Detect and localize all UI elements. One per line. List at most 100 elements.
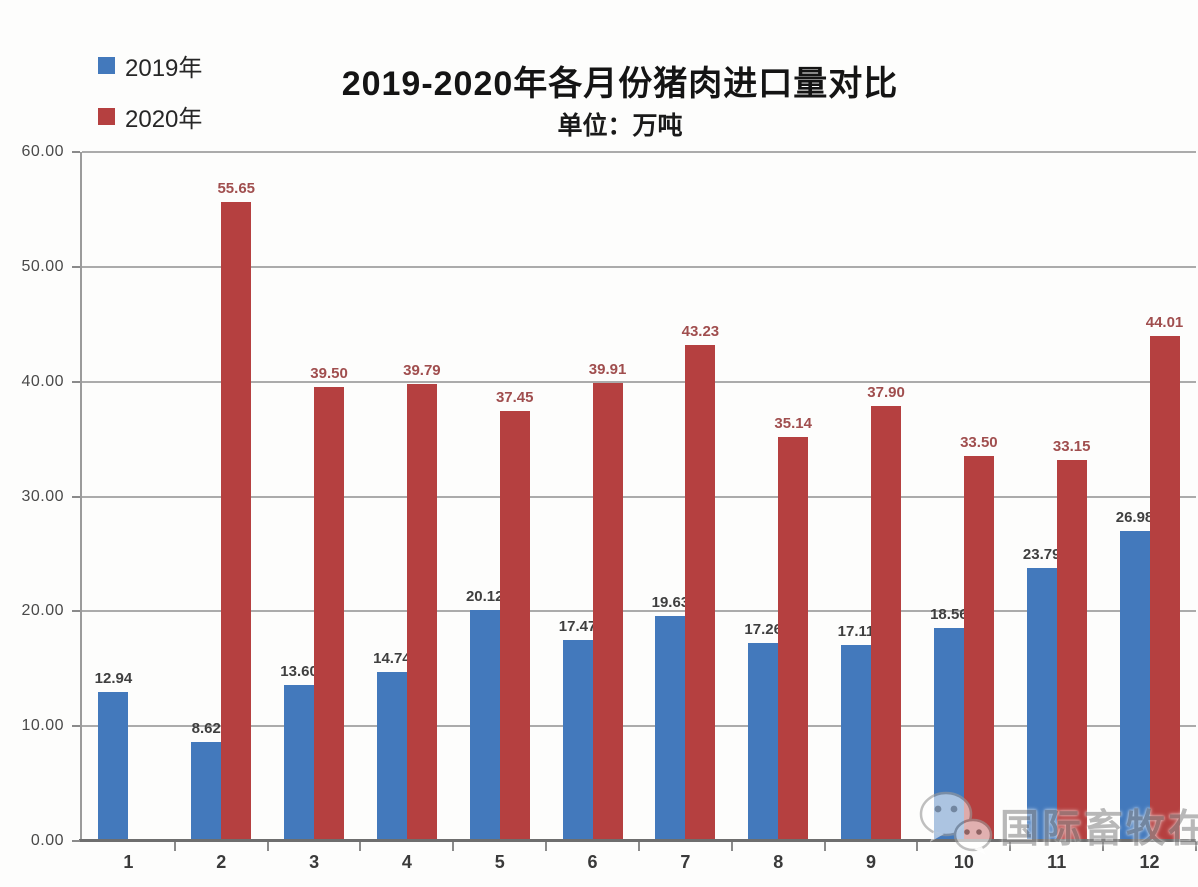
- x-tick-label-10: 10: [953, 852, 974, 872]
- y-axis-line: [80, 152, 82, 841]
- bar-group-month-11: 23.79 33.15 11: [1010, 152, 1105, 872]
- bar-2019年-month-10: 18.56: [930, 606, 968, 841]
- plot-area: 12.94 1 8.62 55.65 2 13.60 39.50 3 14.74 39.79 4 20…: [72, 151, 1197, 872]
- y-axis-tick: [72, 151, 80, 153]
- y-tick-label-0.00: 0.00: [30, 832, 64, 849]
- bar-value-label: 12.94: [94, 670, 133, 688]
- bar-2020年-month-9: 37.90: [867, 384, 905, 841]
- bar-value-label: 14.74: [373, 649, 411, 667]
- bar-value-label: 13.60: [280, 662, 318, 680]
- bar-value-label: 33.15: [1052, 438, 1091, 456]
- y-tick-label-20.00: 20.00: [21, 602, 64, 620]
- y-tick-label-10.00: 10.00: [21, 717, 64, 735]
- bar-group-month-7: 19.63 43.23 7: [639, 152, 733, 872]
- bar-group-month-5: 20.12 37.45 5: [453, 152, 548, 872]
- bar-2019年-month-2: 8.62: [191, 720, 222, 841]
- bar-2020年-month-4: 39.79: [403, 362, 441, 841]
- x-axis-tick: [1102, 842, 1105, 851]
- bar-value-label: 43.23: [681, 322, 720, 340]
- x-axis-tick: [1009, 842, 1012, 851]
- bar-value-label: 55.65: [217, 179, 256, 197]
- y-axis-tick: [72, 265, 80, 268]
- bar-group-month-2: 8.62 55.65 2: [175, 152, 269, 872]
- x-axis-tick: [452, 842, 455, 851]
- x-tick-label-5: 5: [494, 852, 505, 872]
- x-tick-label-4: 4: [401, 852, 412, 872]
- bar-value-label: 19.63: [651, 593, 690, 611]
- bar-2020年-month-11: 33.15: [1053, 438, 1090, 841]
- x-axis-tick: [173, 842, 176, 851]
- x-axis-tick: [1194, 842, 1197, 851]
- x-tick-label-6: 6: [587, 852, 598, 872]
- gridline-10.00: [82, 725, 1196, 728]
- bar-value-label: 39.91: [588, 360, 627, 378]
- bar-2019年-month-4: 14.74: [373, 650, 411, 841]
- x-tick-label-11: 11: [1047, 852, 1067, 872]
- y-tick-label-40.00: 40.00: [21, 372, 64, 390]
- bar-value-label: 35.14: [774, 415, 812, 433]
- legend-label-2020: 2020年: [125, 106, 203, 133]
- bar-group-month-9: 17.11 37.90 9: [825, 152, 919, 872]
- bar-value-label: 37.90: [867, 383, 905, 401]
- bar-value-label: 17.47: [558, 618, 597, 636]
- y-tick-label-50.00: 50.00: [21, 257, 64, 275]
- y-axis-tick: [72, 380, 80, 383]
- x-tick-label-3: 3: [309, 852, 320, 872]
- x-tick-label-12: 12: [1139, 852, 1160, 872]
- bar-2019年-month-12: 26.98: [1116, 509, 1153, 841]
- legend-label-2019: 2019年: [125, 55, 203, 82]
- legend-item-2020: 2020年: [98, 99, 202, 134]
- gridline-60.00: [82, 151, 1196, 153]
- bar-value-label: 44.01: [1145, 313, 1184, 331]
- x-axis-tick: [916, 842, 919, 851]
- x-axis-tick: [359, 842, 362, 851]
- legend-item-2019: 2019年: [98, 48, 202, 83]
- bar-value-label: 33.50: [960, 434, 998, 452]
- legend: 2019年 2020年: [98, 48, 202, 150]
- bar-2020年-month-12: 44.01: [1146, 314, 1183, 841]
- x-tick-label-2: 2: [216, 852, 227, 872]
- bar-value-label: 23.79: [1022, 545, 1061, 563]
- x-tick-label-9: 9: [866, 852, 877, 872]
- legend-swatch-2019: [98, 57, 115, 74]
- bar-value-label: 8.62: [191, 720, 221, 738]
- chart-subtitle: 单位：万吨: [557, 112, 683, 140]
- bar-group-month-4: 14.74 39.79 4: [360, 152, 455, 872]
- x-axis-tick: [823, 842, 826, 851]
- y-axis-labels: 60.00 50.00 40.00 30.00 20.00 10.00 0.00: [0, 143, 72, 849]
- bar-2019年-month-1: 12.94: [95, 670, 132, 841]
- bar-2020年-month-8: 35.14: [774, 415, 812, 841]
- x-tick-label-7: 7: [680, 852, 691, 872]
- x-axis-tick: [637, 842, 640, 851]
- bar-2020年-month-7: 43.23: [682, 323, 719, 841]
- bar-value-label: 20.12: [465, 587, 504, 605]
- x-axis-tick: [730, 842, 733, 851]
- legend-swatch-2020: [98, 108, 115, 125]
- bar-2019年-month-8: 17.26: [744, 621, 782, 841]
- bar-2020年-month-6: 39.91: [589, 361, 626, 841]
- bar-value-label: 39.50: [310, 365, 348, 383]
- gridline-40.00: [82, 380, 1196, 383]
- bar-2019年-month-11: 23.79: [1023, 546, 1060, 841]
- x-axis-tick: [266, 842, 269, 851]
- y-axis-tick: [72, 610, 80, 613]
- bar-value-label: 17.26: [744, 620, 782, 638]
- bar-2020年-month-3: 39.50: [310, 365, 348, 841]
- bar-2020年-month-2: 55.65: [217, 180, 255, 841]
- y-tick-label-60.00: 60.00: [21, 143, 64, 160]
- y-axis-tick: [72, 840, 80, 842]
- bar-2020年-month-10: 33.50: [960, 434, 998, 841]
- y-axis-tick: [72, 725, 80, 728]
- y-axis-tick: [72, 495, 80, 498]
- bar-value-label: 17.11: [837, 622, 875, 640]
- bar-2019年-month-7: 19.63: [652, 594, 689, 841]
- bar-value-label: 39.79: [403, 362, 441, 380]
- bar-value-label: 37.45: [495, 388, 534, 406]
- bar-2019年-month-3: 13.60: [280, 663, 318, 841]
- bar-2019年-month-9: 17.11: [838, 623, 874, 841]
- bar-groups: 12.94 1 8.62 55.65 2 13.60 39.50 3 14.74 39.79 4 20…: [82, 152, 1197, 872]
- bar-value-label: 26.98: [1115, 509, 1154, 527]
- bar-group-month-10: 18.56 33.50 10: [917, 152, 1012, 872]
- chart-title: 2019-2020年各月份猪肉进口量对比: [341, 65, 899, 103]
